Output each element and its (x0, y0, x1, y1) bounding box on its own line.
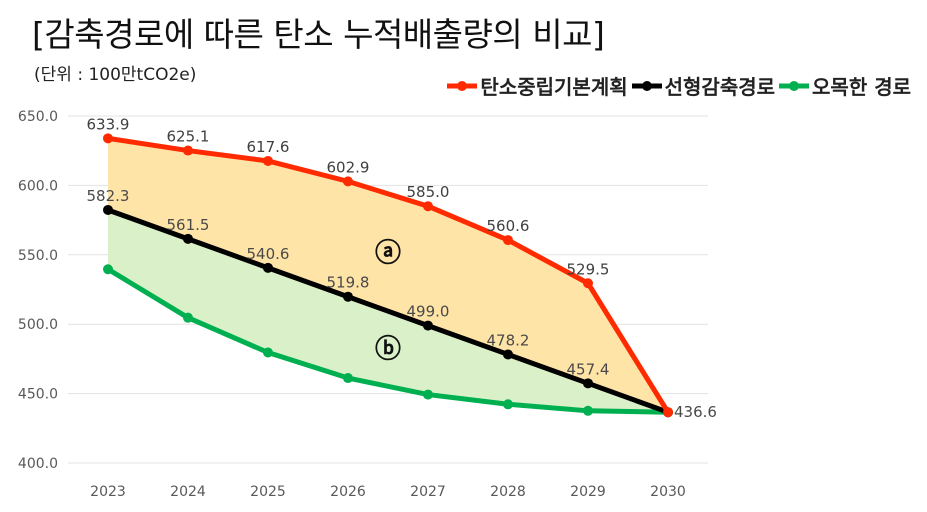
legend-item-concave: 오목한 경로 (779, 71, 911, 100)
legend-swatch-plan (447, 80, 478, 91)
x-tick-label: 2023 (90, 484, 126, 500)
series-line-plan (105, 135, 671, 415)
data-point-plan (183, 145, 193, 156)
legend-label-concave: 오목한 경로 (812, 75, 911, 99)
data-point-linear (343, 291, 353, 302)
area-marker-a: ⓐ (375, 237, 401, 268)
unit-subtitle: (단위 : 100만tCO2e) (34, 65, 197, 85)
data-point-concave (103, 264, 113, 275)
data-label-plan: 617.6 (247, 138, 290, 156)
data-point-concave (503, 399, 513, 410)
y-tick-label: 650.0 (18, 109, 58, 125)
data-point-linear (103, 204, 113, 215)
data-label-linear: 457.4 (567, 360, 610, 378)
x-tick-label: 2028 (490, 484, 526, 500)
data-label-linear: 436.6 (674, 403, 717, 421)
series-line-concave (105, 266, 671, 415)
data-label-linear: 540.6 (247, 245, 290, 263)
area-marker-b: ⓑ (375, 334, 401, 365)
x-tick-label: 2027 (410, 484, 446, 500)
legend-swatch-linear (631, 80, 662, 91)
x-tick-label: 2030 (650, 484, 686, 500)
x-tick-label: 2026 (330, 484, 366, 500)
data-label-plan: 560.6 (487, 217, 530, 235)
y-tick-label: 600.0 (18, 178, 58, 194)
data-label-plan: 529.5 (567, 260, 610, 278)
data-label-linear: 499.0 (407, 303, 450, 321)
data-point-plan (343, 176, 353, 187)
y-tick-label: 450.0 (18, 387, 58, 403)
data-point-concave (183, 312, 193, 323)
data-label-linear: 478.2 (487, 331, 530, 349)
data-point-plan (423, 201, 433, 212)
data-point-linear (503, 349, 513, 360)
legend-item-linear: 선형감축경로 (631, 71, 776, 100)
data-point-concave (423, 389, 433, 400)
chart-title: [감축경로에 따른 탄소 누적배출량의 비교] (32, 15, 605, 54)
y-tick-label: 400.0 (18, 456, 58, 472)
data-point-concave (343, 373, 353, 384)
legend: 탄소중립기본계획 선형감축경로 오목한 경로 (447, 71, 911, 100)
data-point-linear (263, 262, 273, 273)
data-label-plan: 625.1 (167, 128, 210, 146)
legend-label-linear: 선형감축경로 (664, 75, 776, 99)
data-label-plan: 602.9 (327, 158, 370, 176)
data-point-plan (103, 133, 113, 144)
x-tick-label: 2029 (570, 484, 606, 500)
data-point-plan (263, 155, 273, 166)
data-label-plan: 585.0 (407, 183, 450, 201)
series-line-linear (105, 207, 671, 415)
legend-swatch-concave (779, 80, 810, 91)
x-tick-label: 2025 (250, 484, 286, 500)
data-point-concave (583, 405, 593, 416)
data-point-plan (583, 278, 593, 289)
data-label-linear: 519.8 (327, 274, 370, 292)
data-point-concave (263, 347, 273, 358)
x-tick-label: 2024 (170, 484, 206, 500)
data-point-linear (183, 233, 193, 244)
data-point-linear (583, 378, 593, 389)
data-label-linear: 561.5 (167, 216, 210, 234)
data-point-linear (423, 320, 433, 331)
data-point-plan (663, 407, 673, 418)
y-tick-label: 500.0 (18, 317, 58, 333)
legend-label-plan: 탄소중립기본계획 (480, 75, 628, 99)
shaded-area-a (108, 138, 668, 413)
legend-item-plan: 탄소중립기본계획 (447, 71, 628, 100)
data-label-plan: 633.9 (87, 115, 130, 133)
data-label-linear: 582.3 (87, 187, 130, 205)
data-point-plan (503, 235, 513, 246)
y-tick-label: 550.0 (18, 248, 58, 264)
